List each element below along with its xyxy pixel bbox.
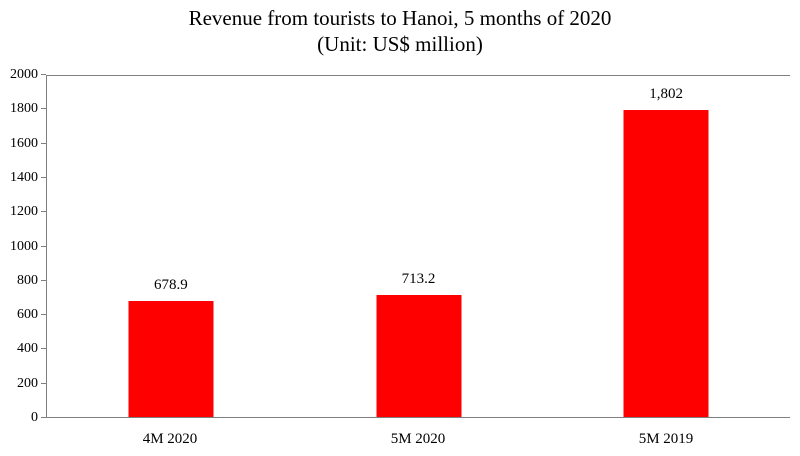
y-tick-mark bbox=[41, 211, 46, 213]
y-tick-mark bbox=[41, 142, 46, 144]
bar-4m-2020 bbox=[128, 301, 214, 417]
y-tick-mark bbox=[41, 74, 46, 75]
y-tick-mark bbox=[41, 245, 46, 247]
chart-title: Revenue from tourists to Hanoi, 5 months… bbox=[188, 6, 612, 30]
y-tick-mark bbox=[41, 176, 46, 178]
y-tick-label: 2000 bbox=[10, 67, 38, 82]
x-category-label: 4M 2020 bbox=[142, 431, 198, 447]
y-tick-label: 1000 bbox=[10, 238, 38, 254]
bar-value-label: 713.2 bbox=[401, 271, 436, 288]
plot-area: 678.9 713.2 1,802 bbox=[46, 75, 790, 418]
y-tick-mark bbox=[41, 382, 46, 384]
y-tick-label: 0 bbox=[31, 410, 38, 425]
bar-value-label: 678.9 bbox=[153, 277, 188, 294]
bar-5m-2020 bbox=[376, 295, 461, 417]
chart-subtitle: (Unit: US$ million) bbox=[317, 32, 483, 56]
y-tick-mark bbox=[41, 279, 46, 281]
y-tick-label: 1600 bbox=[10, 135, 38, 151]
x-category-label: 5M 2019 bbox=[638, 431, 694, 447]
bar-5m-2019 bbox=[623, 109, 709, 417]
y-axis-tick-marks bbox=[41, 74, 46, 418]
bar-value-label: 1,802 bbox=[649, 85, 684, 102]
y-tick-mark bbox=[41, 108, 46, 110]
y-tick-label: 1200 bbox=[10, 204, 38, 220]
y-tick-mark bbox=[41, 348, 46, 350]
y-tick-mark bbox=[41, 417, 46, 418]
y-axis-tick-labels: 0 200 400 600 800 1000 1200 1400 1600 1800 2000 bbox=[0, 68, 38, 425]
x-category-label: 5M 2020 bbox=[390, 431, 446, 447]
y-tick-label: 200 bbox=[17, 375, 38, 391]
y-tick-label: 1800 bbox=[10, 101, 38, 117]
y-tick-label: 800 bbox=[17, 272, 38, 288]
y-tick-label: 1400 bbox=[10, 169, 38, 185]
x-axis-labels: 4M 2020 5M 2020 5M 2019 bbox=[46, 428, 790, 448]
y-tick-label: 600 bbox=[17, 307, 38, 323]
y-tick-mark bbox=[41, 314, 46, 316]
y-tick-label: 400 bbox=[17, 341, 38, 357]
